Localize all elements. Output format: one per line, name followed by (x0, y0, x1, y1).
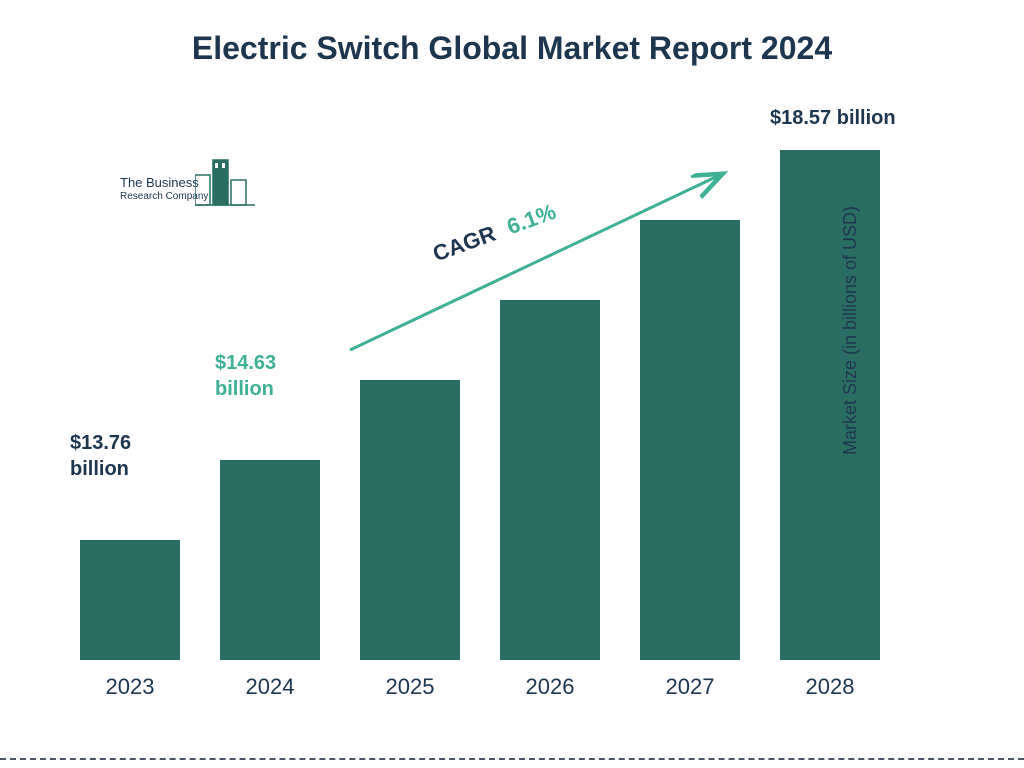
value-label-2023: $13.76 billion (70, 430, 131, 482)
value-label-2023-line1: $13.76 (70, 432, 131, 454)
x-label-1: 2024 (220, 674, 320, 700)
y-axis-label: Market Size (in billions of USD) (840, 206, 861, 455)
value-label-2028-line1: $18.57 billion (770, 107, 896, 129)
x-axis-labels: 2023 2024 2025 2026 2027 2028 (60, 674, 900, 700)
bottom-divider (0, 758, 1024, 760)
bars-container (60, 140, 900, 660)
x-label-2: 2025 (360, 674, 460, 700)
bar-2024 (220, 460, 320, 660)
bar-2026 (500, 300, 600, 660)
bar-2025 (360, 380, 460, 660)
bar-2027 (640, 220, 740, 660)
x-label-0: 2023 (80, 674, 180, 700)
value-label-2024-line2: billion (215, 378, 274, 400)
bar-2023 (80, 540, 180, 660)
value-label-2028: $18.57 billion (770, 105, 896, 131)
value-label-2024: $14.63 billion (215, 350, 276, 402)
value-label-2023-line2: billion (70, 458, 129, 480)
bar-2028 (780, 150, 880, 660)
chart-title: Electric Switch Global Market Report 202… (0, 30, 1024, 67)
x-label-5: 2028 (780, 674, 880, 700)
x-label-3: 2026 (500, 674, 600, 700)
value-label-2024-line1: $14.63 (215, 352, 276, 374)
x-label-4: 2027 (640, 674, 740, 700)
